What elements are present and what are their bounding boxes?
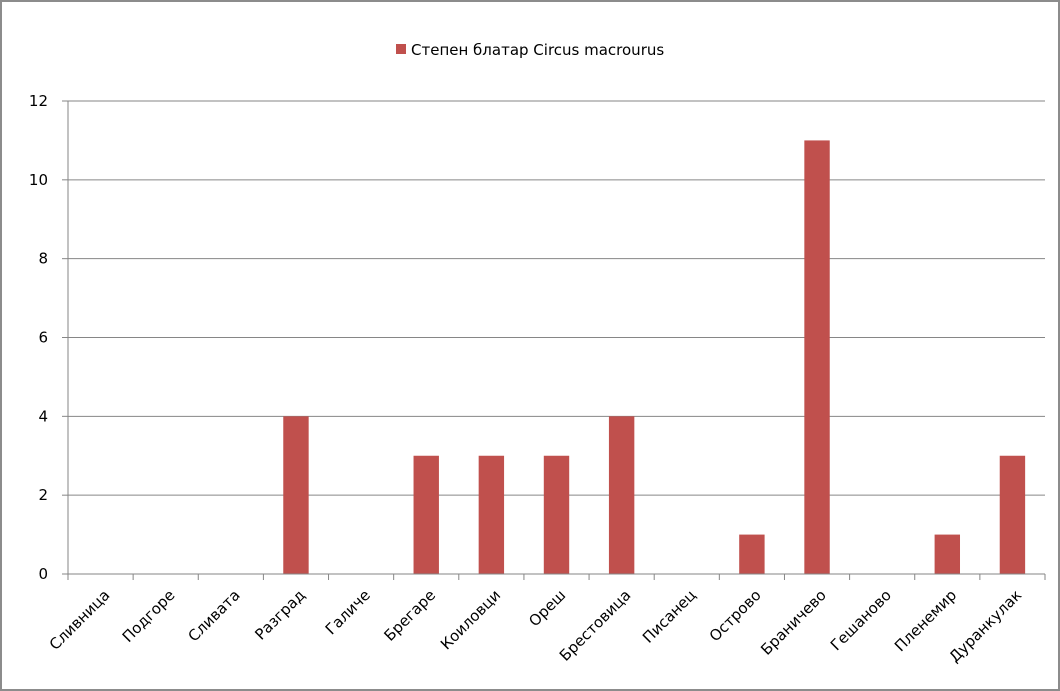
bar: [934, 534, 961, 574]
bar: [608, 416, 635, 574]
legend-label: Степен блатар Circus macrourus: [411, 41, 664, 59]
y-tick-label: 2: [38, 486, 48, 504]
legend: Степен блатар Circus macrourus: [396, 41, 664, 59]
bar: [804, 140, 830, 574]
y-tick-label: 12: [29, 92, 48, 110]
x-tick-label: Разград: [251, 586, 308, 643]
x-tick-label: Острово: [706, 586, 765, 645]
x-tick-label: Гешаново: [827, 586, 895, 654]
y-tick-label: 4: [38, 407, 48, 425]
x-tick-label: Подгоре: [119, 586, 179, 646]
x-tick-label: Ореш: [525, 586, 569, 630]
axes: [62, 100, 1046, 580]
x-tick-label: Брегаре: [380, 586, 439, 645]
x-tick-label: Галиче: [322, 586, 374, 638]
bar: [543, 455, 570, 574]
x-tick-label: Коиловци: [437, 586, 504, 653]
bar: [413, 455, 439, 574]
bar: [999, 455, 1026, 574]
x-tick-label: Пленемир: [891, 586, 960, 655]
legend-swatch: [396, 44, 406, 54]
bar: [739, 534, 765, 574]
x-tick-label: Сливница: [46, 586, 114, 654]
y-axis-tick-labels: 0 2 4 6 8 10 12: [29, 92, 48, 583]
y-tick-label: 10: [29, 171, 48, 189]
bars: [283, 140, 1026, 574]
gridlines: [68, 100, 1045, 496]
y-tick-label: 6: [38, 329, 48, 347]
x-tick-label: Браничево: [757, 586, 830, 659]
x-tick-label: Писанец: [639, 586, 700, 647]
bar: [478, 455, 505, 574]
x-tick-label: Сливата: [184, 586, 243, 645]
x-axis-tick-labels: Сливница Подгоре Сливата Разград Галиче Брега…: [46, 586, 1025, 666]
y-tick-label: 8: [38, 250, 48, 268]
bar: [283, 416, 309, 574]
y-tick-label: 0: [38, 565, 48, 583]
